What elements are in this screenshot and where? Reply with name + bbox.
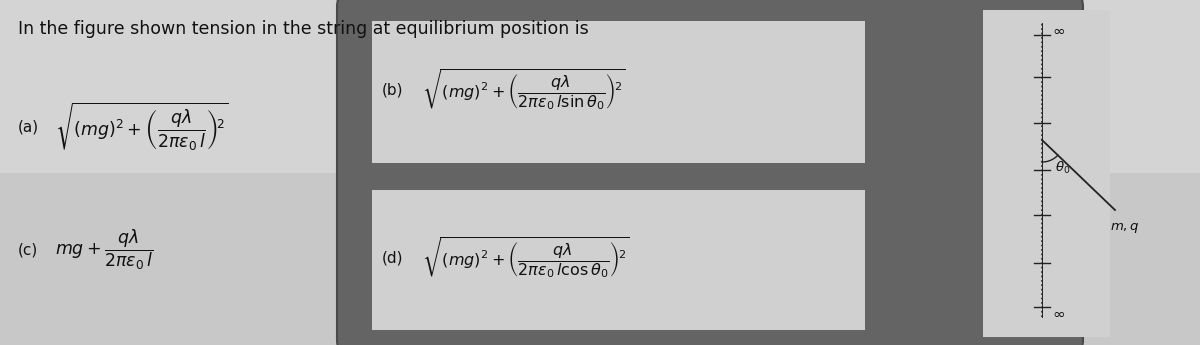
Text: (a): (a) (18, 119, 40, 135)
FancyBboxPatch shape (372, 21, 865, 163)
FancyBboxPatch shape (337, 0, 1084, 345)
Text: $\infty$: $\infty$ (1052, 22, 1066, 38)
Text: $\theta_0$: $\theta_0$ (1055, 160, 1070, 176)
Text: $\sqrt{(mg)^2 + \left(\dfrac{q\lambda}{2\pi\epsilon_0\, l}\right)^{\!2}}$: $\sqrt{(mg)^2 + \left(\dfrac{q\lambda}{2… (55, 101, 229, 153)
FancyBboxPatch shape (983, 10, 1110, 337)
Text: $\sqrt{(mg)^2 + \left(\dfrac{q\lambda}{2\pi\epsilon_0\, l\cos\theta_0}\right)^{\: $\sqrt{(mg)^2 + \left(\dfrac{q\lambda}{2… (422, 236, 630, 280)
Text: (d): (d) (382, 250, 403, 266)
FancyBboxPatch shape (372, 190, 865, 330)
Text: (c): (c) (18, 243, 38, 257)
Text: $\infty$: $\infty$ (1052, 306, 1066, 321)
Text: $mg + \dfrac{q\lambda}{2\pi\epsilon_0\, l}$: $mg + \dfrac{q\lambda}{2\pi\epsilon_0\, … (55, 228, 154, 272)
Text: (b): (b) (382, 82, 403, 98)
Text: In the figure shown tension in the string at equilibrium position is: In the figure shown tension in the strin… (18, 20, 589, 38)
Text: $m, q$: $m, q$ (1110, 221, 1140, 235)
FancyBboxPatch shape (0, 0, 1200, 173)
Text: $\sqrt{(mg)^2 + \left(\dfrac{q\lambda}{2\pi\epsilon_0\, l\sin\theta_0}\right)^{\: $\sqrt{(mg)^2 + \left(\dfrac{q\lambda}{2… (422, 68, 625, 112)
